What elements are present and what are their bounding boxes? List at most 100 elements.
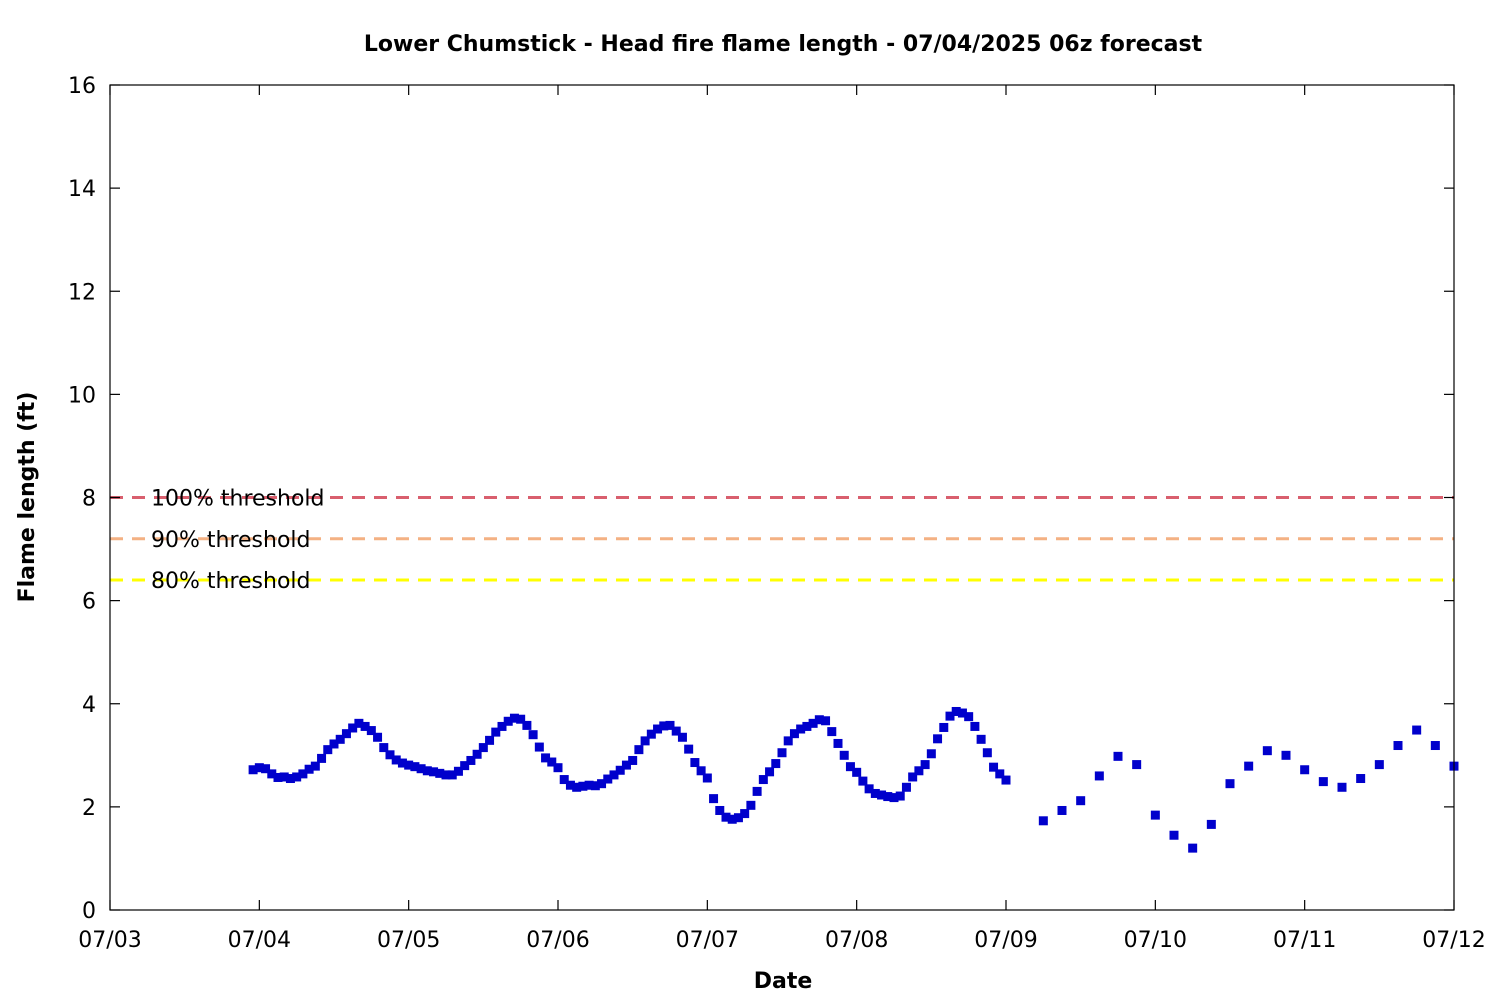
data-point (460, 761, 470, 771)
data-point (1356, 774, 1366, 784)
threshold-label: 80% threshold (151, 569, 311, 594)
x-tick-label: 07/09 (974, 928, 1037, 953)
y-tick-label: 6 (82, 590, 96, 615)
data-point (441, 770, 451, 780)
data-point (516, 714, 526, 724)
data-point (1281, 750, 1291, 760)
data-point (733, 813, 743, 823)
data-point (883, 792, 893, 802)
data-point (1225, 779, 1235, 789)
y-tick-label: 12 (68, 280, 96, 305)
data-point (758, 775, 768, 785)
data-point (976, 734, 986, 744)
data-point (765, 767, 775, 777)
data-point (783, 736, 793, 746)
y-tick-label: 2 (82, 796, 96, 821)
y-tick-label: 10 (68, 383, 96, 408)
data-point (752, 786, 762, 796)
data-point (982, 748, 992, 758)
y-tick-label: 16 (68, 74, 96, 99)
data-point (541, 753, 551, 763)
data-point (746, 800, 756, 810)
data-point (933, 734, 943, 744)
data-point (422, 766, 432, 776)
data-point (833, 738, 843, 748)
data-point (640, 736, 650, 746)
data-point (522, 720, 532, 730)
data-point (702, 773, 712, 783)
data-point (416, 764, 426, 774)
data-points (248, 706, 1459, 853)
data-point (621, 760, 631, 770)
data-point (578, 781, 588, 791)
data-point (615, 765, 625, 775)
x-tick-label: 07/07 (676, 928, 739, 953)
data-point (1300, 765, 1310, 775)
data-point (814, 715, 824, 725)
data-point (808, 718, 818, 728)
data-point (1244, 761, 1254, 771)
y-tick-label: 4 (82, 693, 96, 718)
data-point (634, 745, 644, 755)
x-tick-label: 07/03 (78, 928, 141, 953)
data-point (684, 744, 694, 754)
data-point (696, 766, 706, 776)
data-point (329, 739, 339, 749)
data-point (839, 750, 849, 760)
x-tick-label: 07/08 (825, 928, 888, 953)
data-point (267, 769, 277, 779)
data-point (553, 763, 563, 773)
x-tick-label: 07/12 (1422, 928, 1485, 953)
data-point (1430, 741, 1440, 751)
data-point (410, 762, 420, 772)
x-tick-label: 07/04 (228, 928, 291, 953)
data-point (366, 726, 376, 736)
x-axis: 07/03 07/04 07/05 07/06 07/07 07/08 07/09 07/10… (78, 85, 1486, 953)
data-point (845, 762, 855, 772)
data-point (920, 760, 930, 770)
data-point (279, 772, 289, 782)
data-point (1337, 782, 1347, 792)
data-point (727, 814, 737, 824)
data-point (485, 735, 495, 745)
data-point (945, 711, 955, 721)
data-point (740, 809, 750, 819)
data-point (665, 720, 675, 730)
data-point (335, 734, 345, 744)
data-point (1188, 843, 1198, 853)
data-point (895, 791, 905, 801)
data-point (827, 727, 837, 737)
data-point (1057, 805, 1067, 815)
data-point (1318, 777, 1328, 787)
data-point (261, 764, 271, 774)
data-point (901, 782, 911, 792)
x-tick-label: 07/11 (1273, 928, 1336, 953)
data-point (1132, 760, 1142, 770)
x-axis-title: Date (754, 969, 813, 994)
data-point (273, 772, 283, 782)
data-point (466, 755, 476, 765)
data-point (609, 770, 619, 780)
data-point (447, 770, 457, 780)
data-point (565, 780, 575, 790)
data-point (777, 748, 787, 758)
data-point (584, 780, 594, 790)
data-point (802, 721, 812, 731)
data-point (709, 794, 719, 804)
data-point (385, 750, 395, 760)
y-tick-label: 8 (82, 487, 96, 512)
data-point (379, 743, 389, 753)
data-point (1150, 810, 1160, 820)
x-tick-label: 07/10 (1124, 928, 1187, 953)
data-point (957, 708, 967, 718)
data-point (989, 762, 999, 772)
data-point (478, 743, 488, 753)
data-point (653, 724, 663, 734)
y-axis-title: Flame length (ft) (15, 392, 40, 603)
data-point (341, 729, 351, 739)
data-point (597, 779, 607, 789)
data-point (1076, 796, 1086, 806)
data-point (1094, 771, 1104, 781)
data-point (254, 763, 264, 773)
